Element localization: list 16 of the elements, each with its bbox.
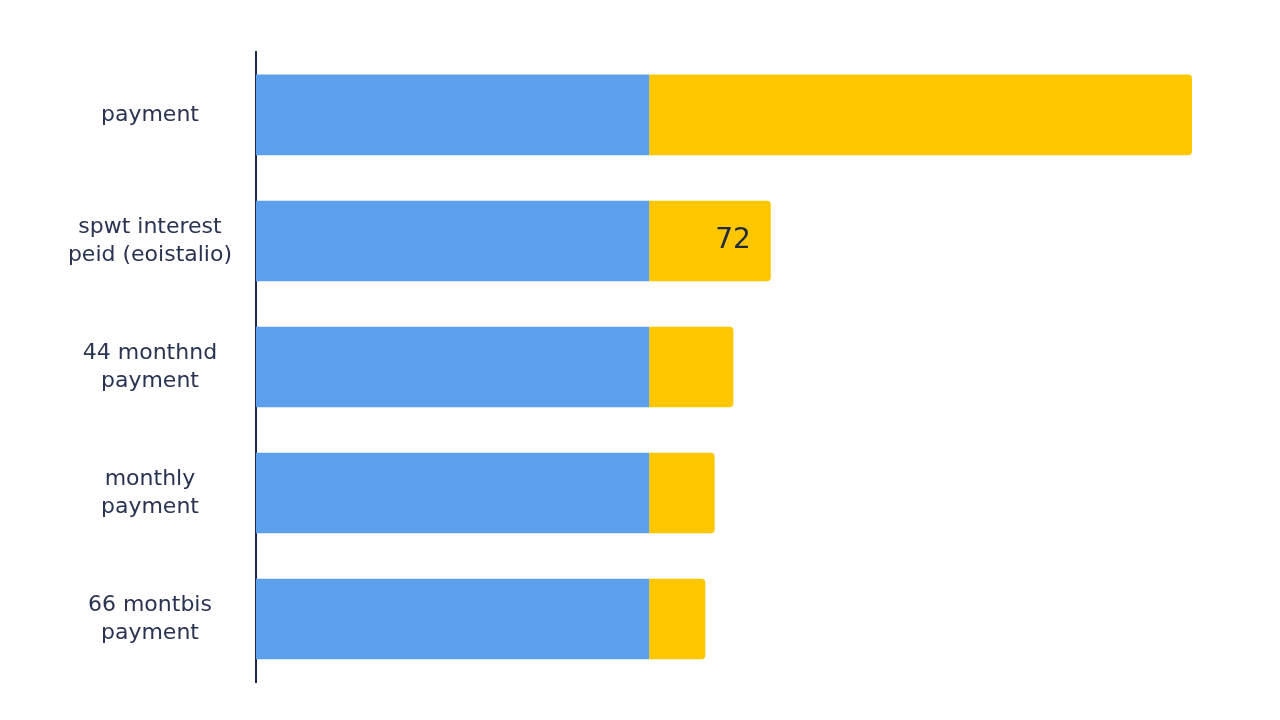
bar xyxy=(649,578,706,660)
y-tick-label: 66 montbis payment xyxy=(87,590,212,644)
bar xyxy=(256,200,650,282)
y-tick-label: payment xyxy=(100,100,200,126)
y-tick-label: 44 monthnd payment xyxy=(82,338,218,392)
y-tick-label: spwt interest peid (eoistalio) xyxy=(67,212,233,266)
bar xyxy=(256,452,650,534)
annotation: 72 xyxy=(715,222,751,256)
bar xyxy=(649,200,771,282)
bar xyxy=(256,74,650,156)
bar xyxy=(256,326,650,408)
bar xyxy=(649,74,1192,156)
bar xyxy=(649,452,715,534)
bar xyxy=(256,578,650,660)
y-tick-label: monthly payment xyxy=(100,464,200,518)
bar xyxy=(649,326,734,408)
